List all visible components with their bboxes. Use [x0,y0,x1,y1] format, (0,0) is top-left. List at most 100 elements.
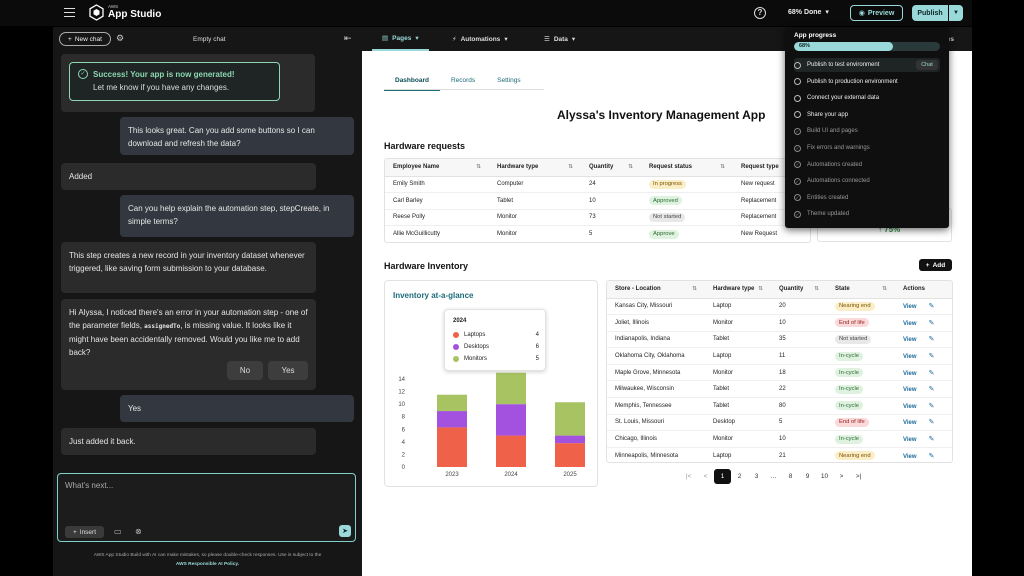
publish-button[interactable]: Publish [912,5,948,21]
edit-pencil-icon[interactable]: ✎ [928,319,935,327]
table-row[interactable]: Oklahoma City, Oklahoma Laptop 11 In-cycle V… [607,347,952,365]
responsible-ai-link[interactable]: AWS Responsible AI Policy. [175,562,240,567]
view-link[interactable]: View [903,354,917,361]
bar-desktops-2025[interactable] [555,435,585,444]
table-row[interactable]: Joliet, Illinois Monitor 10 End of life View… [607,314,952,332]
sort-icon[interactable]: ⇅ [568,164,573,171]
col-store-location[interactable]: Store - Location ⇅ [607,281,705,299]
step-chat-button[interactable]: Chat [916,60,938,70]
bar-desktops-2024[interactable] [496,404,526,436]
page-2[interactable]: 2 [737,473,742,480]
view-link[interactable]: View [903,337,917,344]
view-link[interactable]: View [903,304,917,311]
add-button[interactable]: + Add [919,259,952,271]
view-link[interactable]: View [903,403,917,410]
page-3[interactable]: 3 [754,473,759,480]
yes-button[interactable]: Yes [268,361,308,380]
table-row[interactable]: Memphis, Tennessee Tablet 80 In-cycle View ✎ [607,397,952,415]
bar-laptops-2024[interactable] [496,435,526,467]
col-request-status[interactable]: Request status ⇅ [641,159,733,177]
tab-pages[interactable]: ▤ Pages ▾ [372,27,429,51]
progress-step[interactable]: ✓ Automations connected [794,174,940,188]
edit-pencil-icon[interactable]: ✎ [928,419,935,427]
send-button[interactable]: ➤ [339,525,351,537]
view-link[interactable]: View [903,387,917,394]
tab-data[interactable]: ☰ Data ▾ [544,27,575,51]
table-row[interactable]: Milwaukee, Wisconsin Tablet 22 In-cycle View… [607,380,952,399]
sort-icon[interactable]: ⇅ [476,164,481,171]
chat-composer[interactable]: What's next... + Insert ▭ ⊗ ➤ [57,473,356,542]
page-9[interactable]: 9 [805,473,810,480]
edit-pencil-icon[interactable]: ✎ [928,353,935,361]
edit-pencil-icon[interactable]: ✎ [928,303,935,311]
progress-step[interactable]: ✓ Entities created [794,191,940,205]
first-page-icon[interactable]: |< [685,473,692,480]
bar-laptops-2025[interactable] [555,443,585,467]
col-employee-name[interactable]: Employee Name ⇅ [385,159,489,177]
view-link[interactable]: View [903,320,917,327]
view-link[interactable]: View [903,453,917,460]
subtab-dashboard[interactable]: Dashboard [384,77,440,91]
edit-pencil-icon[interactable]: ✎ [928,386,935,394]
progress-step[interactable]: Publish to production environment [794,75,940,89]
page-8[interactable]: 8 [788,473,793,480]
table-row[interactable]: Carl Barley Tablet 10 Approved Replaceme… [385,192,810,210]
collapse-panel-icon[interactable]: ⇤ [344,33,352,43]
tab-entities-fragment[interactable]: ies [945,35,955,43]
sort-icon[interactable]: ⇅ [882,286,887,293]
tab-automations[interactable]: ⚡ Automations ▾ [452,27,508,51]
menu-icon[interactable] [64,8,75,17]
preview-button[interactable]: ◉ Preview [850,5,903,21]
view-link[interactable]: View [903,370,917,377]
progress-step[interactable]: ✓ Automations created [794,158,940,172]
page-10[interactable]: 10 [820,473,829,480]
table-row[interactable]: Reese Polly Monitor 73 Not started Repla… [385,209,810,227]
table-row[interactable]: St. Louis, Missouri Desktop 5 End of life Vi… [607,414,952,432]
subtab-records[interactable]: Records [450,77,476,84]
page-1[interactable]: 1 [714,469,731,484]
last-page-icon[interactable]: >| [855,473,862,480]
bar-laptops-2023[interactable] [437,427,467,467]
view-link[interactable]: View [903,437,917,444]
bar-monitors-2023[interactable] [437,394,467,412]
edit-pencil-icon[interactable]: ✎ [928,436,935,444]
col-quantity[interactable]: Quantity ⇅ [581,159,641,177]
sort-icon[interactable]: ⇅ [814,286,819,293]
col-hardware-type[interactable]: Hardware type ⇅ [705,281,771,299]
clear-icon[interactable]: ⊗ [135,527,142,536]
table-row[interactable]: Kansas City, Missouri Laptop 20 Nearing end… [607,298,952,316]
table-row[interactable]: Indianapolis, Indiana Tablet 35 Not started… [607,331,952,349]
col-hardware-type[interactable]: Hardware type ⇅ [489,159,581,177]
edit-pencil-icon[interactable]: ✎ [928,452,935,460]
edit-pencil-icon[interactable]: ✎ [928,336,935,344]
progress-step[interactable]: ✓ Build UI and pages [794,124,940,138]
sort-icon[interactable]: ⇅ [758,286,763,293]
col-quantity[interactable]: Quantity ⇅ [771,281,827,299]
new-chat-button[interactable]: + New chat [59,32,111,46]
insert-button[interactable]: + Insert [65,526,104,538]
prev-page-icon[interactable]: < [703,473,708,480]
help-icon[interactable]: ? [754,7,766,19]
keyboard-icon[interactable]: ▭ [114,527,122,536]
sort-icon[interactable]: ⇅ [628,164,633,171]
bar-desktops-2023[interactable] [437,411,467,428]
bar-monitors-2024[interactable] [496,372,526,405]
table-row[interactable]: Allie McGuillicutty Monitor 5 Approve Ne… [385,225,810,242]
progress-step[interactable]: Publish to test environment Chat [794,58,940,72]
table-row[interactable]: Minneapolis, Minnesota Laptop 21 Nearing en… [607,447,952,462]
progress-step[interactable]: Connect your external data [794,91,940,105]
subtab-settings[interactable]: Settings [497,77,521,84]
table-row[interactable]: Chicago, Illinois Monitor 10 In-cycle View ✎ [607,430,952,448]
edit-pencil-icon[interactable]: ✎ [928,402,935,410]
table-row[interactable]: Maple Grove, Minnesota Monitor 18 In-cycle V… [607,364,952,382]
sort-icon[interactable]: ⇅ [720,164,725,171]
table-row[interactable]: Emily Smith Computer 24 In progress New … [385,176,810,194]
progress-dropdown[interactable]: 68% Done ▾ [788,8,829,16]
sort-icon[interactable]: ⇅ [692,286,697,293]
col-state[interactable]: State ⇅ [827,281,895,299]
gear-icon[interactable]: ⚙ [116,33,125,43]
bar-monitors-2025[interactable] [555,402,585,436]
progress-step[interactable]: Share your app [794,108,940,122]
view-link[interactable]: View [903,420,917,427]
edit-pencil-icon[interactable]: ✎ [928,369,935,377]
